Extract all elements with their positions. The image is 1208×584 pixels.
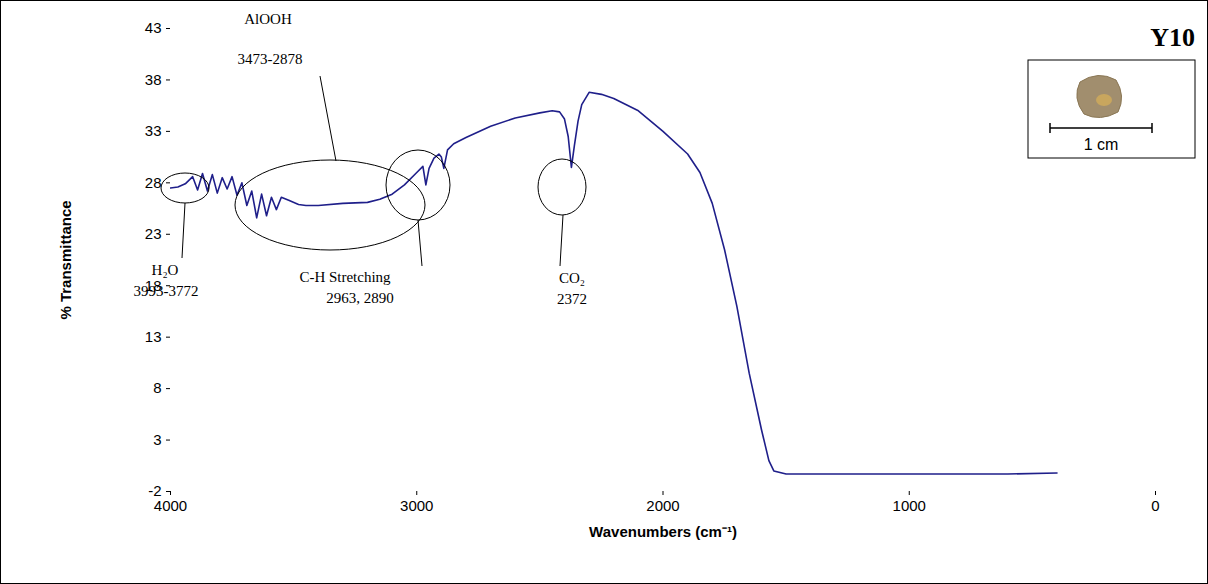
svg-text:2372: 2372: [557, 291, 587, 307]
svg-text:-2: -2: [148, 482, 162, 500]
svg-text:Wavenumbers (cm⁻¹): Wavenumbers (cm⁻¹): [589, 523, 737, 540]
svg-text:2000: 2000: [646, 497, 679, 514]
svg-text:2963, 2890: 2963, 2890: [326, 290, 394, 306]
svg-text:28: 28: [145, 174, 162, 191]
svg-text:C-H Stretching: C-H Stretching: [299, 269, 391, 285]
svg-text:43: 43: [145, 19, 162, 36]
svg-text:Y10: Y10: [1150, 23, 1195, 52]
svg-text:CO₂: CO₂: [559, 270, 585, 286]
svg-text:0: 0: [1151, 497, 1159, 514]
svg-text:% Transmittance: % Transmittance: [57, 200, 74, 319]
svg-text:3: 3: [153, 431, 161, 448]
svg-text:1000: 1000: [893, 497, 926, 514]
svg-text:4000: 4000: [154, 497, 187, 514]
svg-text:AlOOH: AlOOH: [244, 11, 292, 27]
svg-text:33: 33: [145, 122, 162, 139]
svg-text:3000: 3000: [400, 497, 433, 514]
svg-text:3993-3772: 3993-3772: [134, 283, 199, 299]
svg-text:23: 23: [145, 225, 162, 242]
svg-text:3473-2878: 3473-2878: [238, 51, 303, 67]
svg-text:13: 13: [145, 328, 162, 345]
svg-text:38: 38: [145, 71, 162, 88]
svg-text:8: 8: [153, 379, 161, 396]
svg-text:1 cm: 1 cm: [1084, 136, 1119, 153]
svg-text:H₂O: H₂O: [152, 262, 179, 278]
